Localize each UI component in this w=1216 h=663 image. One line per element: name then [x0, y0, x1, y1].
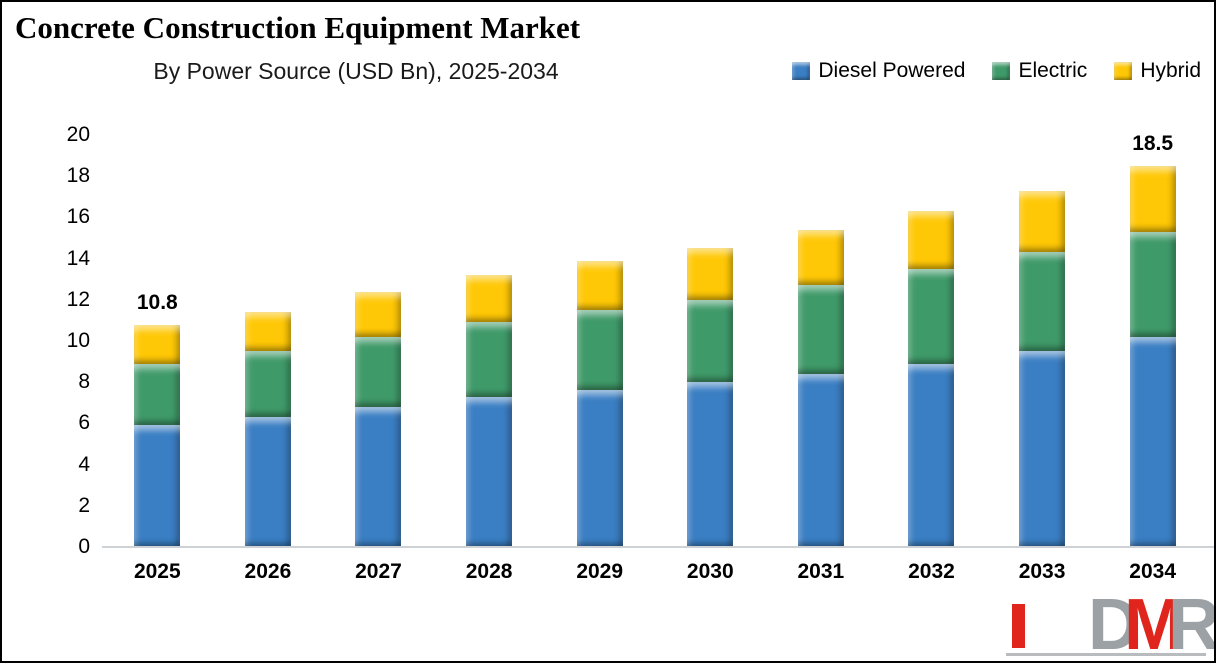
bar-segment-electric-2028 [466, 322, 513, 397]
bar-segment-electric-2030 [687, 299, 734, 383]
y-tick-label: 0 [78, 535, 90, 558]
bar-segment-diesel-2034 [1129, 336, 1176, 547]
bar-column-2029 [545, 135, 655, 547]
dmr-logo: DMR [1006, 589, 1214, 661]
bar-segment-diesel-2026 [244, 417, 291, 547]
y-tick-label: 2 [78, 493, 90, 517]
y-tick-label: 20 [66, 123, 90, 146]
diesel-swatch-icon [792, 62, 811, 80]
x-axis-line [102, 546, 1214, 548]
dmr-letter-d: D [1088, 585, 1140, 663]
bar-segment-diesel-2029 [576, 390, 623, 547]
y-tick-label: 18 [66, 164, 90, 188]
x-axis-labels: 2025 2026 2027 2028 2029 2030 2031 2032 2033 2034 [102, 560, 1208, 584]
legend-label: Electric [1018, 59, 1088, 82]
bar-segment-diesel-2030 [687, 382, 734, 547]
dmr-logo-letters: DMR [1088, 589, 1214, 661]
bar-segment-electric-2025 [134, 363, 181, 426]
bar-segment-electric-2033 [1019, 252, 1066, 352]
bar-segment-diesel-2025 [134, 425, 181, 547]
legend-label: Diesel Powered [818, 59, 966, 82]
bar-segment-hybrid-2031 [797, 229, 844, 286]
bar-total-label-2034: 18.5 [1132, 131, 1174, 155]
bar-segment-hybrid-2033 [1019, 190, 1066, 253]
bar-segment-electric-2031 [797, 285, 844, 374]
y-axis-ticks: 0 2 4 6 8 10 12 14 16 18 20 [38, 123, 90, 558]
legend-item-hybrid: Hybrid [1114, 59, 1201, 83]
y-tick-label: 8 [78, 370, 90, 394]
x-tick-label-2032: 2032 [908, 560, 955, 583]
bar-segment-hybrid-2030 [687, 248, 734, 300]
bar-segment-electric-2026 [244, 351, 291, 418]
legend-item-diesel: Diesel Powered [792, 59, 965, 83]
bar-segment-hybrid-2029 [576, 260, 623, 311]
bar-segment-hybrid-2025 [134, 324, 181, 364]
legend: Diesel Powered Electric Hybrid [792, 59, 1201, 83]
bar-column-2027 [323, 135, 433, 547]
bar-segment-hybrid-2032 [908, 211, 955, 269]
bar-segment-diesel-2031 [797, 373, 844, 547]
plot-area: 10.8 18.5 [102, 131, 1208, 547]
x-tick-label-2028: 2028 [465, 560, 513, 583]
x-tick-label-2034: 2034 [1129, 560, 1176, 583]
bar-segment-diesel-2028 [466, 396, 513, 547]
bar-segment-hybrid-2027 [355, 291, 402, 337]
bar-column-2026 [213, 135, 323, 547]
dmr-letter-r: R [1168, 585, 1214, 663]
bar-segment-diesel-2027 [355, 406, 402, 547]
x-tick-label-2030: 2030 [686, 560, 734, 583]
y-tick-label: 16 [66, 205, 90, 229]
bar-segment-electric-2032 [908, 268, 955, 364]
bar-column-2034: 18.5 [1098, 131, 1208, 547]
bar-column-2030 [655, 135, 765, 547]
bar-columns: 10.8 18.5 [102, 131, 1208, 547]
bar-segment-electric-2034 [1129, 231, 1176, 337]
chart-subtitle: By Power Source (USD Bn), 2025-2034 [153, 58, 559, 84]
bar-segment-hybrid-2028 [466, 275, 513, 323]
chart-title: Concrete Construction Equipment Market [15, 10, 581, 45]
bar-segment-hybrid-2026 [244, 312, 291, 352]
dmr-letter-m: M [1124, 585, 1184, 663]
hybrid-swatch-icon [1114, 62, 1133, 80]
bar-segment-electric-2027 [355, 336, 402, 407]
legend-label: Hybrid [1140, 59, 1201, 82]
y-tick-label: 12 [66, 287, 90, 311]
x-tick-label-2026: 2026 [244, 560, 292, 583]
bar-column-2032 [876, 135, 986, 547]
bar-column-2028 [434, 135, 544, 547]
x-tick-label-2029: 2029 [576, 560, 624, 583]
bar-segment-diesel-2032 [908, 363, 955, 547]
electric-swatch-icon [992, 62, 1011, 80]
x-tick-label-2025: 2025 [133, 560, 181, 583]
x-tick-label-2031: 2031 [797, 560, 845, 583]
legend-item-electric: Electric [992, 59, 1087, 83]
y-tick-label: 4 [78, 452, 90, 476]
x-tick-label-2033: 2033 [1018, 560, 1066, 583]
bar-segment-electric-2029 [576, 310, 623, 391]
dmr-logo-accent-bar [1012, 604, 1025, 648]
bar-column-2033 [987, 135, 1097, 547]
x-tick-label-2027: 2027 [355, 560, 402, 583]
bar-column-2031 [766, 135, 876, 547]
y-tick-label: 6 [78, 411, 90, 435]
bar-total-label-2025: 10.8 [136, 290, 178, 314]
y-tick-label: 14 [66, 246, 90, 270]
bar-segment-diesel-2033 [1019, 351, 1066, 547]
y-tick-label: 10 [66, 329, 90, 352]
dmr-logo-underline [1006, 653, 1206, 656]
bar-segment-hybrid-2034 [1129, 165, 1176, 232]
bar-column-2025: 10.8 [102, 135, 212, 547]
